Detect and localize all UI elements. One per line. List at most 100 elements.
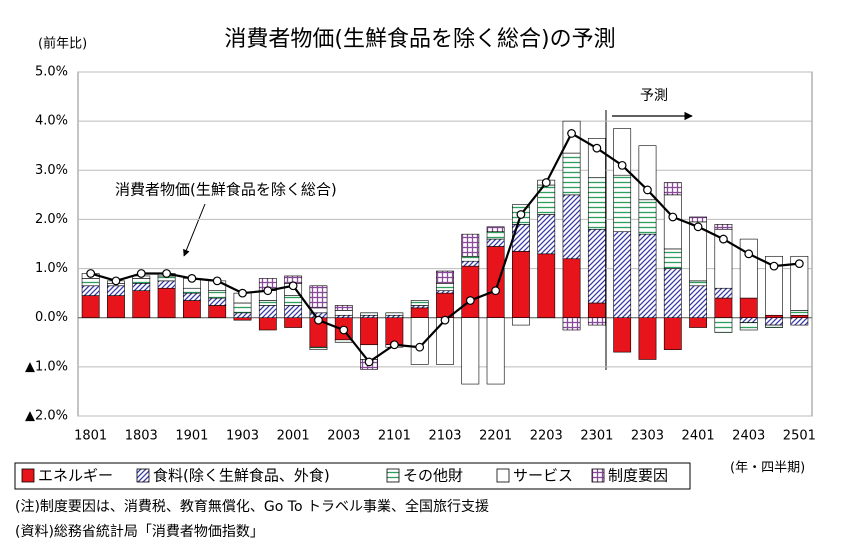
bar-segment xyxy=(587,317,606,326)
x-tick-label: 1801 xyxy=(74,429,107,444)
bar-segment xyxy=(638,199,657,235)
y-axis-label: (前年比) xyxy=(38,36,87,52)
bar-segment xyxy=(790,317,809,326)
bar-segment xyxy=(81,278,100,287)
y-tick-label: 1.0% xyxy=(35,261,68,276)
bar-segment xyxy=(765,317,783,326)
x-tick-label: 1803 xyxy=(125,429,158,444)
bar-segment xyxy=(284,305,303,319)
y-tick-label: 5.0% xyxy=(35,65,68,80)
bar-segment xyxy=(486,238,505,247)
bar-segment xyxy=(587,302,606,319)
bar-segment xyxy=(385,314,404,319)
bar-segment xyxy=(182,292,201,301)
bar-segment xyxy=(157,287,176,319)
line-marker xyxy=(693,222,703,232)
bar-segment xyxy=(334,339,353,343)
bar-segment xyxy=(663,194,682,250)
line-marker xyxy=(516,210,526,219)
bar-segment xyxy=(360,314,378,319)
line-marker xyxy=(668,212,678,222)
x-tick-label: 2201 xyxy=(479,429,512,444)
legend-label: 制度要因 xyxy=(608,467,668,485)
annotation-arrow xyxy=(183,203,206,257)
bar-segment xyxy=(208,290,227,299)
bar-segment xyxy=(486,317,505,385)
line-marker xyxy=(263,286,273,296)
bar-segment xyxy=(512,251,530,319)
y-tick-label: 0.0% xyxy=(35,310,68,325)
line-marker xyxy=(339,325,349,335)
line-marker xyxy=(111,276,121,286)
bar-segment xyxy=(334,314,353,319)
legend-swatch xyxy=(591,468,605,483)
bar-segment xyxy=(461,233,480,257)
bar-segment xyxy=(765,314,783,319)
bar-segment xyxy=(182,300,201,319)
x-tick-label: 2303 xyxy=(631,429,664,444)
line-marker xyxy=(567,129,576,138)
legend-label: エネルギー xyxy=(38,467,113,485)
bar-segment xyxy=(284,317,303,328)
bar-segment xyxy=(714,297,733,319)
bar-segment xyxy=(537,214,556,255)
line-marker xyxy=(162,269,171,278)
bar-segment xyxy=(461,255,480,262)
bar-segment xyxy=(790,314,809,319)
x-tick-label: 2501 xyxy=(783,429,816,444)
bar-segment xyxy=(486,231,505,240)
bar-segment xyxy=(689,285,708,319)
line-marker xyxy=(314,315,323,325)
line-marker xyxy=(415,342,425,352)
bar-segment xyxy=(689,216,708,223)
y-tick-label: 4.0% xyxy=(35,114,68,129)
bar-segment xyxy=(587,177,606,230)
bar-segment xyxy=(107,285,125,296)
line-marker xyxy=(541,178,551,187)
x-tick-label: 1903 xyxy=(226,429,259,444)
legend-label: その他財 xyxy=(403,467,463,485)
bar-segment xyxy=(486,226,505,233)
bar-segment xyxy=(765,255,783,316)
bar-segment xyxy=(663,248,682,269)
line-annotation: 消費者物価(生鮮食品を除く総合) xyxy=(115,181,337,199)
line-marker xyxy=(86,269,96,278)
bar-segment xyxy=(765,324,783,328)
bar-segment xyxy=(613,231,632,319)
bar-segment xyxy=(410,305,429,309)
bar-segment xyxy=(107,295,125,319)
bar-segment xyxy=(233,302,252,314)
bar-segment xyxy=(739,322,758,331)
bar-segment xyxy=(562,258,581,319)
legend-label: サービス xyxy=(513,467,573,485)
bar-segment xyxy=(587,228,606,304)
line-marker xyxy=(592,143,602,153)
line-marker xyxy=(187,274,197,283)
bar-segment xyxy=(638,233,657,319)
line-marker xyxy=(288,281,298,291)
bar-segment xyxy=(258,305,277,319)
bar-segment xyxy=(613,317,632,353)
legend-swatch xyxy=(496,468,510,483)
line-marker xyxy=(440,315,450,325)
x-tick-label: 2003 xyxy=(327,429,360,444)
bar-segment xyxy=(562,317,581,331)
line-marker xyxy=(491,286,501,296)
bar-segment xyxy=(334,310,353,316)
legend-swatch xyxy=(386,468,400,483)
bar-segment xyxy=(562,152,581,196)
bar-segment xyxy=(689,280,708,287)
x-tick-label: 2203 xyxy=(530,429,563,444)
bar-segment xyxy=(233,317,252,321)
bar-segment xyxy=(512,317,530,326)
line-marker xyxy=(136,269,146,278)
bar-segment xyxy=(132,283,151,291)
legend-label: 食料(除く生鮮食品、外食) xyxy=(153,467,330,485)
bar-segment xyxy=(157,280,176,289)
bar-segment xyxy=(461,265,480,319)
bar-segment xyxy=(739,238,758,299)
note: (注)制度要因は、消費税、教育無償化、Go To トラベル事業、全国旅行支援 xyxy=(15,498,489,515)
bar-segment xyxy=(689,317,708,328)
x-tick-label: 2401 xyxy=(682,429,715,444)
